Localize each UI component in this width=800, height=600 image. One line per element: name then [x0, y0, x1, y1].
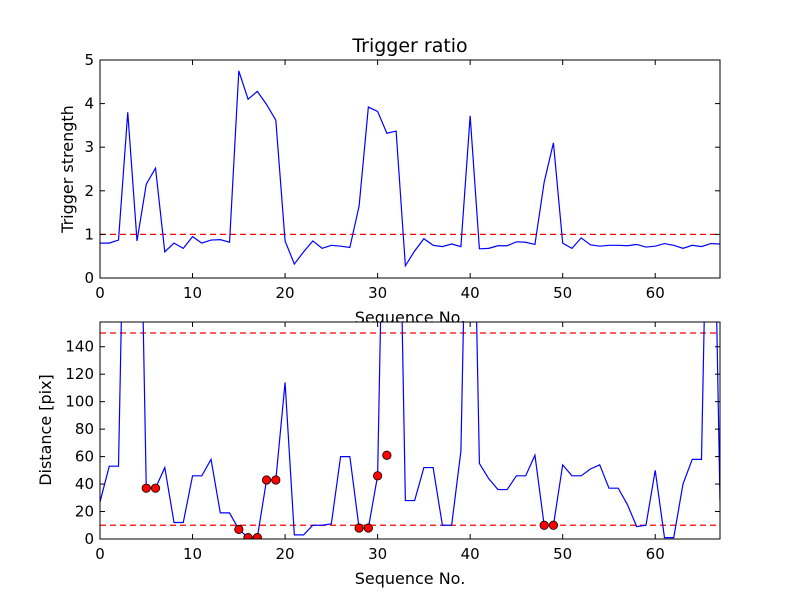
top-x-ticks: 0 10 20 30 40 50 60 [95, 60, 665, 302]
bottom-marker-point [234, 524, 244, 534]
bottom-x-tick-label: 60 [646, 545, 665, 563]
bottom-x-tick-label: 40 [461, 545, 480, 563]
bottom-x-ticks: 0 10 20 30 40 50 60 [95, 322, 665, 563]
top-y-tick-label: 4 [84, 95, 94, 113]
top-y-tick-label: 0 [84, 269, 94, 287]
bottom-x-tick-label: 10 [183, 545, 202, 563]
top-y-tick-label: 2 [84, 182, 94, 200]
bottom-x-tick-label: 0 [95, 545, 105, 563]
bottom-x-tick-label: 50 [553, 545, 572, 563]
bottom-x-axis-label: Sequence No. [355, 569, 466, 588]
top-y-tick-label: 3 [84, 138, 94, 156]
bottom-marker-point [373, 471, 383, 481]
bottom-marker-point [539, 520, 549, 530]
bottom-y-tick-label: 140 [65, 338, 94, 356]
top-x-tick-label: 20 [276, 284, 295, 302]
bottom-series-group [100, 322, 720, 539]
top-x-tick-label: 40 [461, 284, 480, 302]
bottom-axes-frame [99, 321, 721, 540]
top-y-tick-label: 5 [84, 51, 94, 69]
bottom-x-tick-label: 30 [368, 545, 387, 563]
bottom-marker-point [252, 533, 262, 539]
top-y-axis-label: Trigger strength [58, 105, 77, 234]
bottom-marker-point [271, 475, 281, 485]
top-title: Trigger ratio [351, 35, 467, 57]
bottom-marker-point [363, 523, 373, 533]
bottom-marker-point [382, 450, 392, 460]
bottom-marker-point [261, 475, 272, 485]
bottom-axes-background [100, 322, 720, 539]
bottom-y-tick-label: 40 [75, 475, 94, 493]
top-y-ticks: 0 1 2 3 4 5 [84, 51, 720, 287]
bottom-panel: 0 10 20 30 40 50 60 0 20 40 60 80 100 120 140 Sequenc… [36, 321, 721, 588]
bottom-y-tick-label: 120 [65, 365, 94, 383]
bottom-marker-point [243, 533, 253, 539]
bottom-y-tick-label: 0 [84, 530, 94, 548]
bottom-x-tick-label: 20 [276, 545, 295, 563]
top-axes-frame [99, 59, 721, 279]
bottom-y-tick-label: 20 [75, 503, 94, 521]
bottom-y-ticks: 0 20 40 60 80 100 120 140 [65, 338, 720, 548]
bottom-marker-point [354, 523, 364, 533]
top-x-tick-label: 10 [183, 284, 202, 302]
bottom-marker-point [141, 483, 151, 493]
bottom-series-line-0 [100, 322, 720, 539]
top-x-tick-label: 0 [95, 284, 105, 302]
top-series-line-0 [100, 70, 720, 268]
bottom-y-tick-label: 80 [75, 420, 94, 438]
bottom-marker-point [150, 483, 161, 493]
top-series-group [100, 70, 720, 268]
bottom-marker-point [548, 520, 559, 530]
top-x-tick-label: 60 [646, 284, 665, 302]
top-x-tick-label: 30 [368, 284, 387, 302]
top-y-tick-label: 1 [84, 225, 94, 243]
bottom-y-tick-label: 60 [75, 448, 94, 466]
bottom-y-axis-label: Distance [pix] [36, 374, 55, 486]
bottom-reference-lines [100, 332, 720, 526]
bottom-y-tick-label: 100 [65, 393, 94, 411]
top-x-tick-label: 50 [553, 284, 572, 302]
